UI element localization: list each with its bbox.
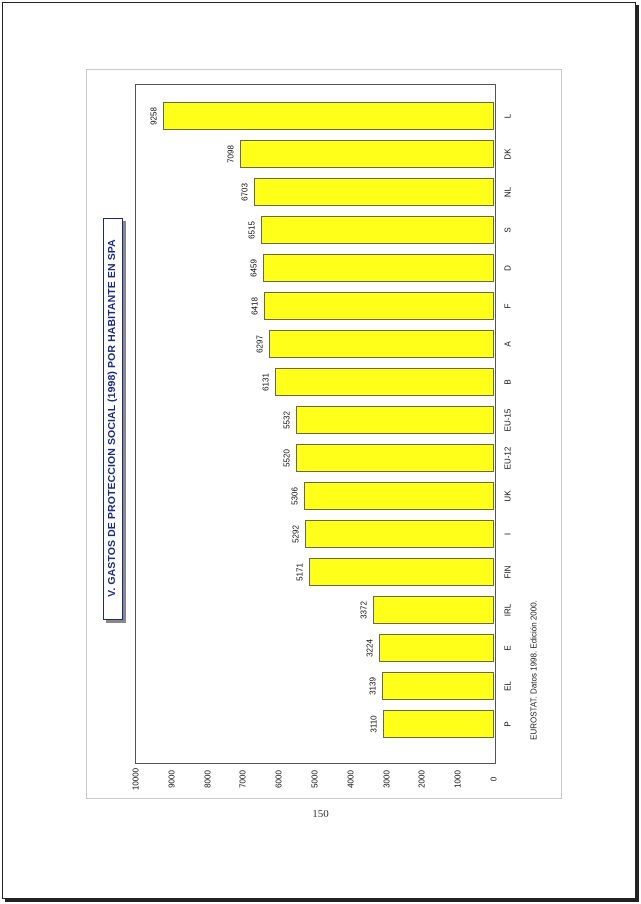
tick-label: 3000 (382, 770, 392, 788)
bar (162, 102, 494, 130)
data-label: 6459 (249, 259, 259, 277)
category-label: EU-12 (503, 446, 513, 470)
category-label: B (503, 379, 513, 385)
bar (254, 178, 494, 206)
bar (239, 140, 494, 168)
tick-label: 4000 (346, 770, 356, 788)
data-label: 3224 (365, 639, 375, 657)
bar (308, 558, 494, 586)
category-label: S (503, 227, 513, 233)
category-label: EL (503, 681, 513, 691)
category-label: FIN (503, 565, 513, 579)
category-label: DK (503, 148, 513, 160)
bar (382, 710, 494, 738)
bar (274, 368, 494, 396)
category-label: UK (503, 490, 513, 502)
bar (268, 330, 494, 358)
bar (295, 406, 494, 434)
bar (260, 216, 494, 244)
chart-title: V. GASTOS DE PROTECCION SOCIAL (1998) PO… (106, 239, 118, 597)
data-label: 5292 (291, 525, 301, 543)
tick-label: 9000 (167, 770, 177, 788)
tick-label: 8000 (203, 770, 213, 788)
bar (373, 596, 494, 624)
tick-label: 2000 (417, 770, 427, 788)
data-label: 6515 (247, 221, 257, 239)
bar (264, 292, 494, 320)
bar (262, 254, 494, 282)
category-label: EU-15 (503, 408, 513, 432)
category-label: F (503, 303, 513, 309)
tick-label: 7000 (238, 770, 248, 788)
bar (304, 520, 494, 548)
category-label: I (503, 532, 513, 536)
tick-label: 6000 (274, 770, 284, 788)
data-label: 6131 (261, 373, 270, 391)
data-label: 5171 (295, 563, 305, 581)
data-label: 5520 (282, 449, 292, 467)
data-label: 3110 (369, 715, 379, 733)
tick-label: 1000 (453, 770, 463, 788)
bar (378, 634, 494, 662)
chart-title-box (103, 218, 123, 620)
data-label: 9258 (149, 107, 159, 125)
source-note: EUROSTAT. Datos 1998. Edición 2000. (529, 600, 539, 740)
page-number: 150 (312, 808, 329, 820)
category-label: A (503, 341, 513, 347)
tick-label: 0 (489, 776, 499, 782)
category-label: IRL (503, 603, 513, 617)
data-label: 6418 (250, 297, 260, 315)
category-label: E (503, 645, 513, 651)
bar (304, 482, 494, 510)
tick-label: 5000 (310, 770, 320, 788)
bar (296, 444, 494, 472)
data-label: 5532 (282, 411, 292, 429)
category-label: D (503, 265, 513, 271)
category-label: L (503, 113, 513, 119)
data-label: 6297 (255, 335, 265, 353)
data-label: 5306 (290, 487, 300, 505)
data-label: 3372 (359, 601, 369, 619)
category-label: NL (503, 186, 513, 198)
data-label: 7098 (226, 145, 236, 163)
data-label: 3139 (368, 677, 378, 695)
tick-label: 10000 (131, 767, 141, 791)
bar (381, 672, 494, 700)
data-label: 6703 (240, 183, 250, 201)
category-label: P (503, 721, 513, 727)
